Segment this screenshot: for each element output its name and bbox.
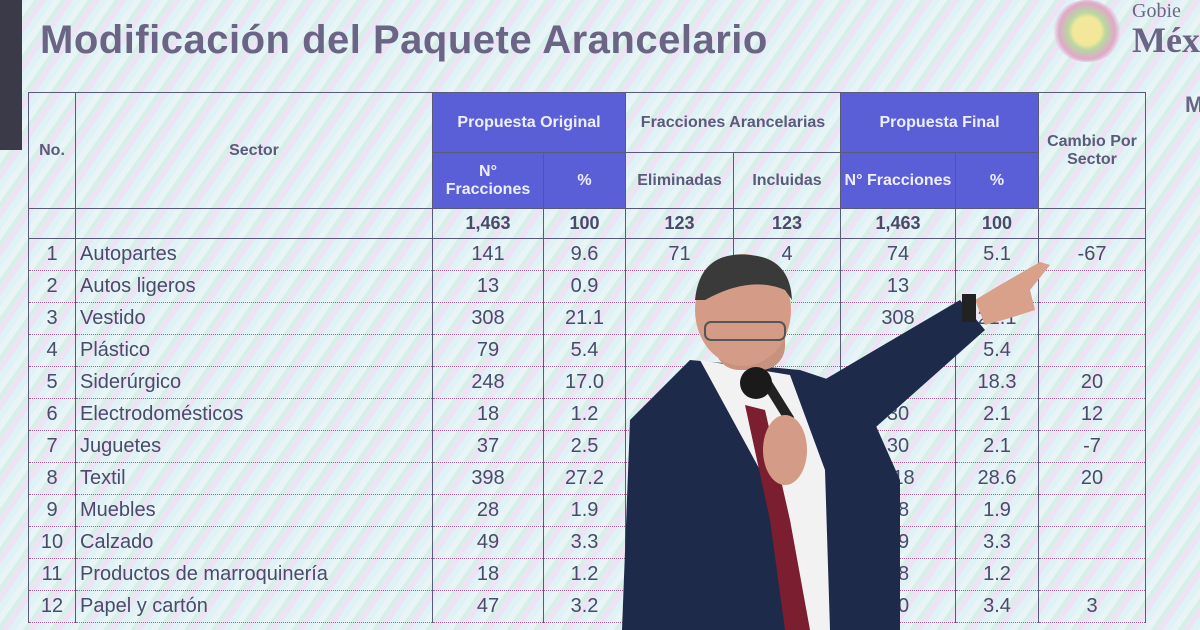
cell-orig-n: 141	[432, 238, 544, 271]
cell-orig-pct: 3.2	[543, 590, 626, 623]
glasses	[704, 321, 786, 341]
cell-orig-pct: 1.9	[543, 494, 626, 527]
cell-no: 6	[28, 398, 76, 431]
cell-final-pct: 2.1	[955, 430, 1039, 463]
watch	[962, 294, 976, 322]
cell-final-n: 13	[840, 270, 956, 303]
cell-orig-pct: 9.6	[543, 238, 626, 271]
cell-final-pct: 18.3	[955, 366, 1039, 399]
presenter-left-hand	[763, 415, 807, 485]
cell-final-pct: 5.1	[955, 238, 1039, 271]
header-eliminadas: Eliminadas	[625, 152, 734, 209]
presenter-hand	[975, 262, 1050, 325]
microphone-head	[740, 367, 772, 399]
side-text: M	[1185, 92, 1200, 117]
cell-sector: Plástico	[75, 334, 433, 367]
cell-orig-pct: 21.1	[543, 302, 626, 335]
cell-cambio	[1038, 270, 1146, 303]
cell-orig-pct: 27.2	[543, 462, 626, 495]
cell-cambio	[1038, 494, 1146, 527]
cell-orig-pct: 3.3	[543, 526, 626, 559]
header-final-pct: %	[955, 152, 1039, 209]
screen-edge	[0, 0, 22, 150]
cell-no: 1	[28, 238, 76, 271]
cell-final-pct: 3.3	[955, 526, 1039, 559]
cell-sector: Electrodomésticos	[75, 398, 433, 431]
cell-orig-pct: 1.2	[543, 558, 626, 591]
government-seal-logo	[1052, 0, 1122, 62]
cell-no: 9	[28, 494, 76, 527]
cell-cambio	[1038, 334, 1146, 367]
logo-line-2: Méx	[1132, 20, 1200, 60]
totals-final-pct: 100	[955, 208, 1039, 239]
totals-orig-n: 1,463	[432, 208, 544, 239]
table-row: 1 Autopartes 141 9.6 71 4 74 5.1 -67	[28, 238, 1146, 271]
cell-orig-pct: 17.0	[543, 366, 626, 399]
slide-title: Modificación del Paquete Arancelario	[40, 18, 768, 62]
government-logo-text: Gobie Méx	[1132, 0, 1200, 60]
cell-cambio: 12	[1038, 398, 1146, 431]
totals-eliminadas: 123	[625, 208, 734, 239]
header-no: No.	[28, 92, 76, 209]
cell-no: 5	[28, 366, 76, 399]
cell-no: 3	[28, 302, 76, 335]
cell-cambio: 3	[1038, 590, 1146, 623]
cell-final-pct: 2.1	[955, 398, 1039, 431]
cell-no: 10	[28, 526, 76, 559]
cell-cambio: -7	[1038, 430, 1146, 463]
header-original: Propuesta Original	[432, 92, 626, 153]
cell-no: 12	[28, 590, 76, 623]
cell-no: 2	[28, 270, 76, 303]
cell-sector: Vestido	[75, 302, 433, 335]
presenter-hair	[695, 254, 792, 300]
presenter-suit	[622, 360, 900, 630]
header-cambio: Cambio Por Sector	[1038, 92, 1146, 209]
cell-orig-n: 308	[432, 302, 544, 335]
cell-final-pct: 1.2	[955, 558, 1039, 591]
cell-orig-n: 13	[432, 270, 544, 303]
cell-no: 11	[28, 558, 76, 591]
header-sector: Sector	[75, 92, 433, 209]
cell-orig-n: 49	[432, 526, 544, 559]
header-orig-n: N° Fracciones	[432, 152, 544, 209]
header-orig-pct: %	[543, 152, 626, 209]
presenter-tie	[745, 405, 810, 630]
cell-sector: Calzado	[75, 526, 433, 559]
cell-orig-n: 18	[432, 558, 544, 591]
cell-orig-pct: 0.9	[543, 270, 626, 303]
cell-cambio: 20	[1038, 366, 1146, 399]
cell-sector: Textil	[75, 462, 433, 495]
header-final-n: N° Fracciones	[840, 152, 956, 209]
header-fracciones: Fracciones Arancelarias	[625, 92, 841, 153]
cell-orig-n: 18	[432, 398, 544, 431]
logo-line-1: Gobie	[1132, 0, 1181, 22]
cell-cambio	[1038, 558, 1146, 591]
cell-orig-n: 28	[432, 494, 544, 527]
cell-orig-n: 47	[432, 590, 544, 623]
cell-final-pct: 1.9	[955, 494, 1039, 527]
cell-cambio	[1038, 526, 1146, 559]
cell-sector: Papel y cartón	[75, 590, 433, 623]
cell-final-pct: 3.4	[955, 590, 1039, 623]
